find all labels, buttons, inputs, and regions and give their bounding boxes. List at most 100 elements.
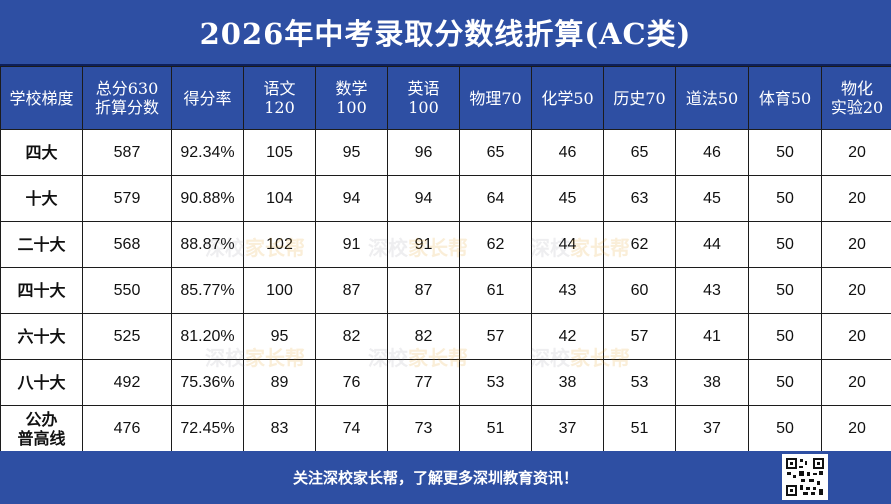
table-cell: 90.88%	[171, 175, 244, 222]
table-cell: 46	[675, 129, 749, 176]
table-cell: 38	[531, 359, 604, 406]
column-header: 物理70	[459, 66, 532, 130]
school-tier-cell: 六十大	[0, 313, 83, 360]
table-cell: 37	[675, 405, 749, 452]
column-header: 数学 100	[315, 66, 388, 130]
footer-text: 关注深校家长帮，了解更多深圳教育资讯！	[292, 469, 578, 487]
table-row: 十大 579 90.88% 104 94 94 64 45 63 45 50 20	[0, 175, 891, 222]
footer-bar: 关注深校家长帮，了解更多深圳教育资讯！	[0, 451, 891, 504]
table-cell: 87	[315, 267, 388, 314]
table-cell: 51	[459, 405, 532, 452]
school-tier-cell: 四大	[0, 129, 83, 176]
table-cell: 38	[675, 359, 749, 406]
score-table: 学校梯度 总分630 折算分数 得分率 语文 120 数学 100 英语 100 物理70 化学50 历…	[0, 66, 891, 452]
column-header: 道法50	[675, 66, 749, 130]
table-row: 公办 普高线 476 72.45% 83 74 73 51 37 51 37 50 20	[0, 405, 891, 452]
table-cell: 81.20%	[171, 313, 244, 360]
table-cell: 42	[531, 313, 604, 360]
table-cell: 102	[243, 221, 316, 268]
column-header: 物化 实验20	[821, 66, 891, 130]
table-cell: 50	[748, 221, 822, 268]
table-cell: 73	[387, 405, 460, 452]
table-cell: 82	[315, 313, 388, 360]
table-cell: 587	[82, 129, 172, 176]
table-cell: 60	[603, 267, 676, 314]
table-cell: 44	[675, 221, 749, 268]
table-cell: 83	[243, 405, 316, 452]
column-header: 英语 100	[387, 66, 460, 130]
school-tier-cell: 公办 普高线	[0, 405, 83, 452]
table-cell: 91	[315, 221, 388, 268]
table-cell: 53	[459, 359, 532, 406]
table-cell: 53	[603, 359, 676, 406]
table-cell: 51	[603, 405, 676, 452]
table-row: 八十大 492 75.36% 89 76 77 53 38 53 38 50 20	[0, 359, 891, 406]
table-cell: 94	[387, 175, 460, 222]
table-cell: 61	[459, 267, 532, 314]
school-tier-cell: 二十大	[0, 221, 83, 268]
column-header: 学校梯度	[0, 66, 83, 130]
table-cell: 65	[603, 129, 676, 176]
table-cell: 88.87%	[171, 221, 244, 268]
table-cell: 476	[82, 405, 172, 452]
table-cell: 50	[748, 267, 822, 314]
table-cell: 20	[821, 405, 891, 452]
page-title: 2026年中考录取分数线折算(AC类)	[199, 17, 692, 51]
table-cell: 550	[82, 267, 172, 314]
table-cell: 77	[387, 359, 460, 406]
table-row: 六十大 525 81.20% 95 82 82 57 42 57 41 50 20	[0, 313, 891, 360]
table-cell: 20	[821, 267, 891, 314]
table-cell: 75.36%	[171, 359, 244, 406]
table-cell: 89	[243, 359, 316, 406]
table-cell: 579	[82, 175, 172, 222]
header-row: 学校梯度 总分630 折算分数 得分率 语文 120 数学 100 英语 100 物理70 化学50 历…	[0, 66, 891, 130]
table-cell: 37	[531, 405, 604, 452]
table-cell: 45	[531, 175, 604, 222]
table-cell: 568	[82, 221, 172, 268]
table-cell: 57	[603, 313, 676, 360]
column-header: 体育50	[748, 66, 822, 130]
table-cell: 45	[675, 175, 749, 222]
column-header: 语文 120	[243, 66, 316, 130]
table-cell: 87	[387, 267, 460, 314]
school-tier-cell: 十大	[0, 175, 83, 222]
table-cell: 65	[459, 129, 532, 176]
table-row: 二十大 568 88.87% 102 91 91 62 44 62 44 50 20	[0, 221, 891, 268]
table-cell: 57	[459, 313, 532, 360]
table-cell: 62	[603, 221, 676, 268]
column-header: 历史70	[603, 66, 676, 130]
column-header: 总分630 折算分数	[82, 66, 172, 130]
table-row: 四十大 550 85.77% 100 87 87 61 43 60 43 50 20	[0, 267, 891, 314]
table-cell: 20	[821, 359, 891, 406]
table-cell: 72.45%	[171, 405, 244, 452]
table-cell: 20	[821, 129, 891, 176]
table-cell: 62	[459, 221, 532, 268]
table-cell: 20	[821, 221, 891, 268]
school-tier-cell: 八十大	[0, 359, 83, 406]
table-cell: 91	[387, 221, 460, 268]
table-row: 四大 587 92.34% 105 95 96 65 46 65 46 50 20	[0, 129, 891, 176]
table-cell: 94	[315, 175, 388, 222]
table-cell: 43	[531, 267, 604, 314]
school-tier-cell: 四十大	[0, 267, 83, 314]
table-cell: 64	[459, 175, 532, 222]
column-header: 化学50	[531, 66, 604, 130]
table-cell: 46	[531, 129, 604, 176]
table-cell: 525	[82, 313, 172, 360]
table-cell: 82	[387, 313, 460, 360]
table-cell: 85.77%	[171, 267, 244, 314]
table-cell: 43	[675, 267, 749, 314]
title-bar: 2026年中考录取分数线折算(AC类)	[0, 0, 891, 66]
table-cell: 50	[748, 129, 822, 176]
table-cell: 104	[243, 175, 316, 222]
table-cell: 105	[243, 129, 316, 176]
table-cell: 20	[821, 175, 891, 222]
table-cell: 63	[603, 175, 676, 222]
table-cell: 100	[243, 267, 316, 314]
table-cell: 92.34%	[171, 129, 244, 176]
table-cell: 50	[748, 359, 822, 406]
table-cell: 50	[748, 313, 822, 360]
table-cell: 76	[315, 359, 388, 406]
table-cell: 41	[675, 313, 749, 360]
